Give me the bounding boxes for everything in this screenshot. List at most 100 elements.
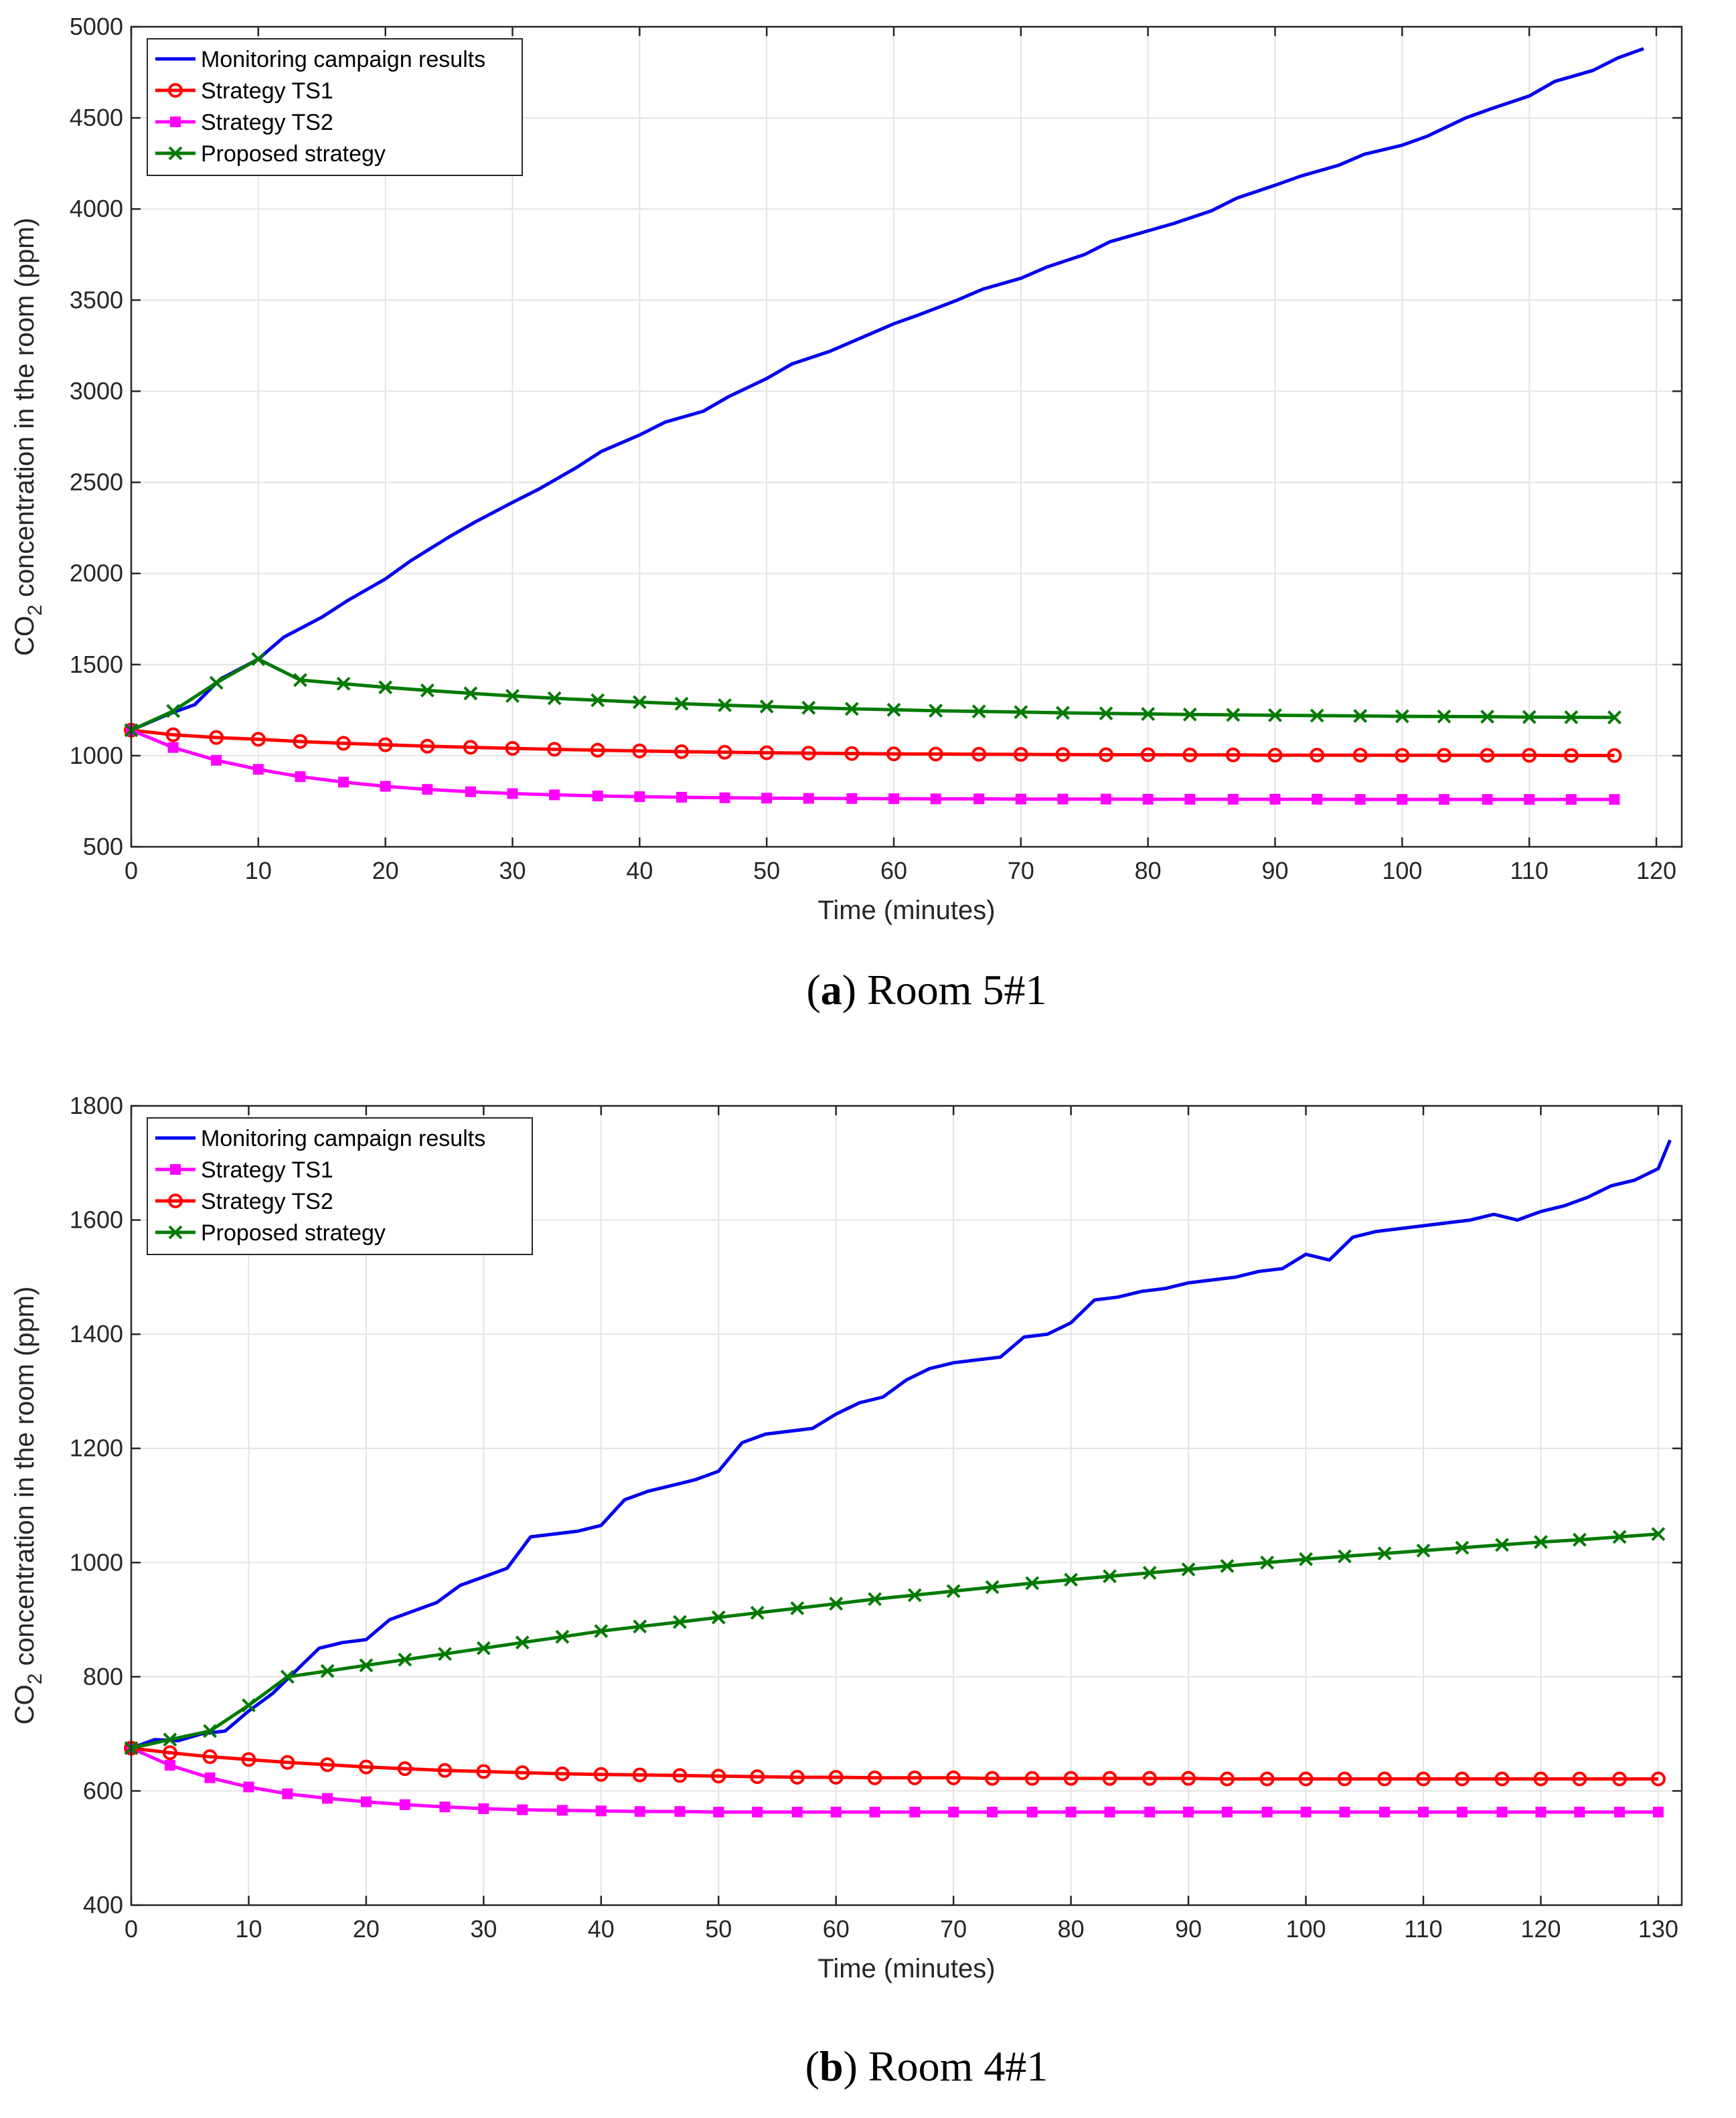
- data-point: [209, 675, 224, 690]
- data-point-stroke-b: [1395, 709, 1409, 724]
- data-point: [1026, 1806, 1038, 1817]
- data-point: [829, 1597, 844, 1611]
- data-point: [801, 746, 816, 761]
- data-point: [948, 1806, 959, 1817]
- data-point: [1524, 794, 1535, 805]
- data-point: [505, 689, 520, 704]
- data-point: [632, 1767, 647, 1783]
- x-tick-label: 120: [1636, 857, 1676, 884]
- y-tick-label: 1200: [70, 1435, 123, 1462]
- legend-label: Proposed strategy: [201, 1220, 386, 1246]
- data-point-stroke-b: [1141, 707, 1156, 721]
- data-point: [830, 1806, 842, 1817]
- data-point: [1142, 793, 1154, 805]
- data-point: [1181, 1562, 1196, 1576]
- data-point: [555, 1629, 570, 1644]
- data-point: [1144, 1806, 1156, 1817]
- data-point: [320, 1663, 335, 1678]
- data-point: [791, 1806, 803, 1817]
- data-point: [1268, 708, 1282, 722]
- data-point: [828, 1769, 844, 1785]
- legend-entry: Strategy TS1: [155, 78, 333, 104]
- data-point: [1103, 1569, 1117, 1584]
- series-line: [131, 1746, 1658, 1781]
- data-point: [888, 793, 900, 805]
- caption-close-paren: ): [842, 966, 867, 1013]
- data-point-stroke-b: [166, 704, 181, 718]
- x-tick-label: 40: [626, 857, 653, 884]
- caption-open-paren: (: [805, 2042, 819, 2090]
- y-tick-label: 3500: [70, 286, 123, 313]
- data-point: [1651, 1527, 1666, 1542]
- y-axis-title-subscript: 2: [24, 1674, 46, 1685]
- data-point: [1607, 710, 1622, 725]
- data-point: [280, 1669, 295, 1684]
- data-point: [929, 704, 943, 718]
- legend-marker: [170, 1164, 181, 1175]
- data-point: [1269, 793, 1281, 805]
- data-point-stroke-b: [1338, 1549, 1352, 1564]
- data-point: [1565, 794, 1577, 805]
- data-point: [946, 1584, 961, 1599]
- x-tick-label: 20: [372, 857, 399, 884]
- figure-caption: (b) Room 4#1: [805, 2042, 1048, 2090]
- data-point-stroke-b: [515, 1635, 530, 1650]
- data-point: [846, 793, 858, 804]
- data-point: [1099, 706, 1113, 721]
- data-point: [360, 1796, 372, 1807]
- data-point: [1377, 1771, 1393, 1787]
- data-point: [1377, 1546, 1392, 1561]
- data-point: [1652, 1806, 1664, 1817]
- data-point: [632, 743, 647, 758]
- series-line: [131, 1139, 1672, 1750]
- data-point: [1057, 793, 1069, 805]
- legend: Monitoring campaign results Strategy TS1 S…: [147, 1117, 533, 1255]
- y-tick-label: 2500: [70, 469, 123, 496]
- data-point-stroke-b: [1025, 1576, 1040, 1591]
- data-point: [592, 791, 603, 802]
- caption-title: Room 4#1: [868, 2042, 1048, 2090]
- data-point: [1533, 1771, 1549, 1787]
- data-point: [869, 1806, 880, 1817]
- data-point: [674, 744, 689, 759]
- axes-frame: [130, 25, 1683, 848]
- data-point: [1065, 1806, 1077, 1817]
- data-point: [1480, 748, 1495, 763]
- series-line: [131, 728, 1615, 801]
- data-point-stroke-b: [1564, 710, 1579, 724]
- data-point: [252, 764, 264, 775]
- x-tick-label: 70: [940, 1915, 967, 1943]
- data-point: [1496, 1806, 1508, 1817]
- legend-box: [147, 38, 523, 176]
- x-tick-label: 10: [235, 1915, 262, 1943]
- data-point: [280, 1755, 295, 1770]
- data-point: [1142, 1771, 1158, 1786]
- data-point: [907, 1770, 923, 1785]
- x-tick-label: 30: [470, 1915, 497, 1943]
- data-point: [476, 1641, 491, 1655]
- data-point: [593, 1767, 609, 1782]
- data-point-stroke-b: [463, 686, 478, 701]
- data-point: [1354, 794, 1366, 805]
- x-tick-label: 80: [1135, 857, 1162, 884]
- y-tick-label: 4500: [70, 104, 123, 131]
- data-point-stroke-b: [280, 1669, 295, 1684]
- data-point-stroke-b: [420, 683, 435, 698]
- y-axis-title-rest: concentration in the room (ppm): [10, 1287, 40, 1674]
- data-point: [250, 732, 266, 747]
- series-strategy-ts2: [124, 1740, 1666, 1787]
- data-point-stroke-b: [359, 1658, 374, 1673]
- data-point: [1140, 747, 1156, 762]
- data-point-stroke-b: [505, 689, 520, 704]
- data-point: [507, 788, 518, 799]
- data-point: [211, 754, 222, 766]
- data-point: [759, 699, 774, 714]
- data-point: [590, 742, 605, 758]
- legend-entry: Strategy TS2: [155, 110, 333, 135]
- data-point-stroke-b: [1437, 709, 1451, 724]
- data-point-stroke-b: [1607, 710, 1622, 725]
- legend-marker: [170, 116, 181, 127]
- legend-label: Strategy TS2: [201, 1189, 333, 1214]
- data-point-stroke-b: [209, 675, 224, 690]
- data-point-stroke-b: [378, 680, 393, 695]
